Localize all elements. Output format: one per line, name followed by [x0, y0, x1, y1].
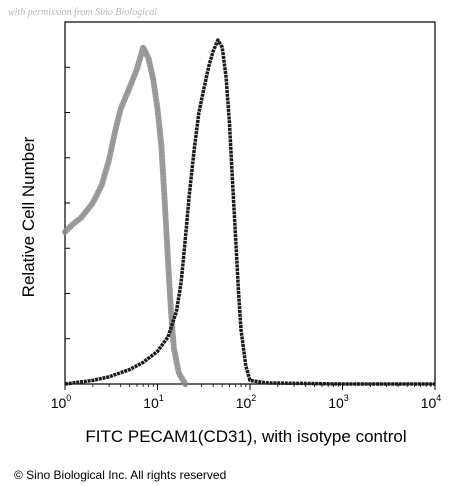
x-tick-exponent: 1: [159, 393, 164, 403]
x-axis-ticks: [64, 384, 436, 390]
x-tick-label: 102: [236, 393, 257, 411]
x-tick-label: 103: [328, 393, 349, 411]
y-axis-title: Relative Cell Number: [19, 136, 38, 297]
x-tick-exponent: 0: [66, 393, 71, 403]
x-tick-exponent: 2: [251, 393, 256, 403]
copyright-notice: © Sino Biological Inc. All rights reserv…: [14, 468, 226, 482]
plot-frame: [64, 21, 436, 385]
series-0-isotype-outline: [64, 45, 186, 385]
x-tick-label: 100: [51, 393, 72, 411]
x-tick-exponent: 3: [344, 393, 349, 403]
watermark-text: with permission from Sino Biological: [8, 7, 157, 18]
x-tick-label: 104: [421, 393, 442, 411]
x-axis-tick-labels: 100 101 102 103 104: [51, 393, 442, 411]
series-1-stained-histogram: [64, 38, 435, 386]
x-axis-title: FITC PECAM1(CD31), with isotype control: [85, 427, 406, 446]
series-layer: [62, 38, 435, 387]
y-axis-ticks: [65, 66, 70, 385]
x-tick-label: 101: [143, 393, 164, 411]
x-tick-exponent: 4: [436, 393, 441, 403]
